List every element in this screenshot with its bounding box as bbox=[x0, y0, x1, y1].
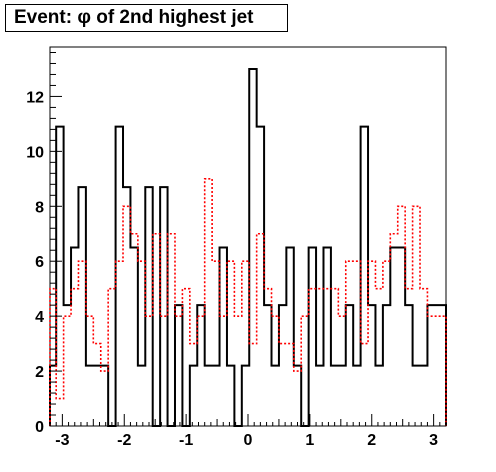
y-tick-label: 6 bbox=[35, 254, 44, 271]
y-tick-label: 0 bbox=[35, 419, 44, 436]
x-tick-label: -3 bbox=[55, 432, 69, 449]
x-tick-label: -1 bbox=[179, 432, 193, 449]
y-tick-label: 2 bbox=[35, 364, 44, 381]
histogram-series-2 bbox=[49, 178, 447, 426]
y-tick-label: 12 bbox=[26, 89, 44, 106]
plot-frame bbox=[49, 46, 447, 427]
y-tick-label: 8 bbox=[35, 199, 44, 216]
x-tick-label: 2 bbox=[367, 432, 376, 449]
x-tick-label: 0 bbox=[244, 432, 253, 449]
x-axis: -3 -2 -1 0 1 2 3 bbox=[49, 414, 447, 449]
x-tick-label: 3 bbox=[429, 432, 438, 449]
y-tick-label: 4 bbox=[35, 309, 44, 326]
chart-title: Event: φ of 2nd highest jet bbox=[5, 4, 288, 32]
plot-border bbox=[49, 46, 447, 427]
y-tick-label: 10 bbox=[26, 144, 44, 161]
x-tick-label: 1 bbox=[305, 432, 314, 449]
x-tick-label: -2 bbox=[117, 432, 131, 449]
y-axis: 0 2 4 6 8 10 12 bbox=[26, 51, 62, 436]
series-layer bbox=[49, 67, 447, 427]
histogram-series-1 bbox=[49, 67, 447, 427]
